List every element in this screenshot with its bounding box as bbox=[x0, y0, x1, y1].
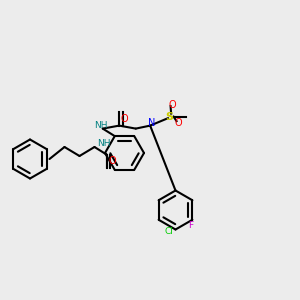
Text: F: F bbox=[188, 221, 194, 230]
Text: NH: NH bbox=[97, 140, 110, 148]
Text: S: S bbox=[165, 112, 173, 122]
Text: N: N bbox=[148, 118, 155, 128]
Text: O: O bbox=[168, 100, 176, 110]
Text: O: O bbox=[174, 118, 182, 128]
Text: O: O bbox=[108, 156, 116, 166]
Text: Cl: Cl bbox=[164, 227, 173, 236]
Text: O: O bbox=[121, 114, 128, 124]
Text: NH: NH bbox=[94, 121, 108, 130]
